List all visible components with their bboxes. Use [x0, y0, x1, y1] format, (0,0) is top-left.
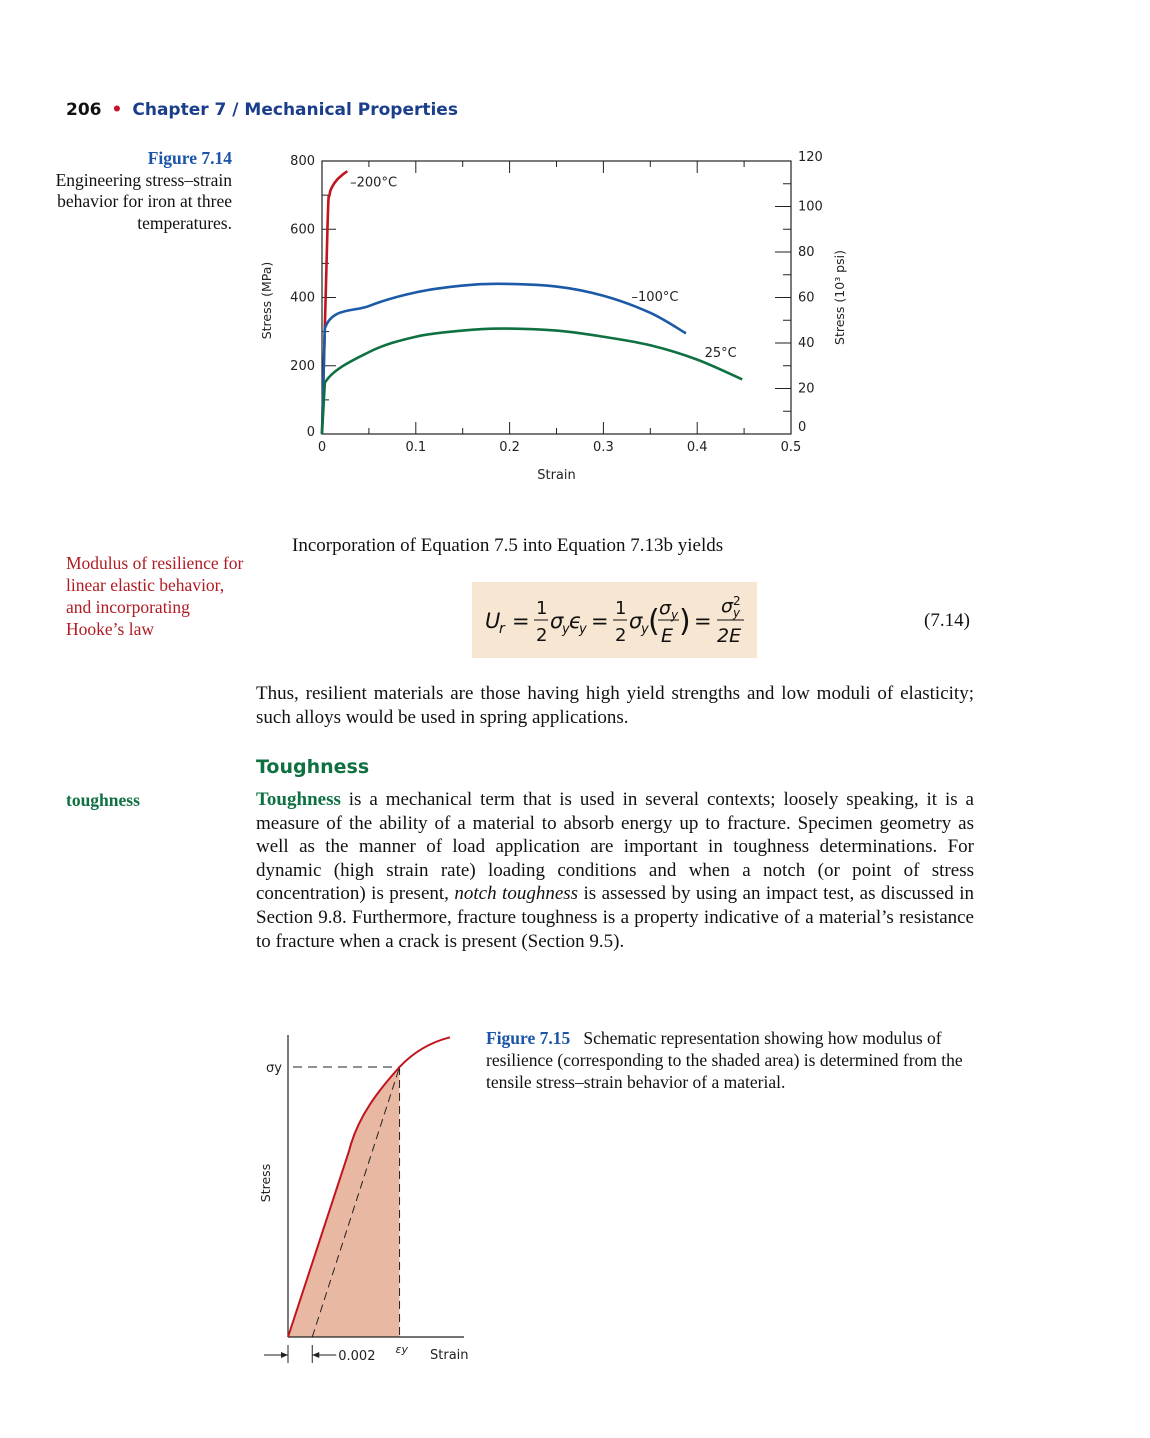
figure-7-15-caption: Figure 7.15 Schematic representation sho… [486, 1027, 976, 1093]
series-line [320, 282, 687, 435]
x-axis-title: Strain [430, 1348, 469, 1363]
eq-U: U [485, 609, 500, 633]
eq-E: E [661, 625, 673, 647]
resilience-area [288, 1067, 400, 1337]
eq-lparen: ( [648, 604, 660, 639]
eq-num-2: 1 [615, 598, 626, 619]
offset-arrowhead-right [312, 1352, 320, 1358]
eq-sub-y-2: y [578, 622, 587, 637]
y-tick-label: 400 [290, 291, 315, 306]
offset-arrowhead-left [281, 1352, 288, 1358]
series-label: –200°C [350, 176, 397, 191]
x-tick-label: 0.4 [687, 440, 708, 455]
y-axis-title: Stress (MPa) [259, 262, 274, 340]
eq-sigma-1: σ [550, 609, 564, 633]
equation-7-14: U r = 1 2 σ y ϵ y = 1 2 σ y ( σ y E ) = … [485, 594, 744, 647]
figure-7-14-caption: Figure 7.14 Engineering stress–strain be… [40, 148, 232, 234]
figure-7-15-diagram: σy εy Strain Stress 0.002 [258, 1035, 469, 1364]
y2-tick-label: 40 [798, 336, 815, 351]
eq-sub-y-5: y [732, 606, 741, 620]
page-number: 206 [66, 100, 102, 120]
y-axis-title: Stress [258, 1164, 273, 1202]
y2-axis-title: Stress (10³ psi) [832, 250, 847, 345]
eq-sub-y-3: y [640, 622, 649, 637]
figure-7-14-chart: 0 0.1 0.2 0.3 0.4 0.5 0 200 400 600 800 0 20 40 60 80 10… [259, 150, 847, 483]
figure-7-15-label: Figure 7.15 [486, 1028, 571, 1048]
offset-label: 0.002 [338, 1349, 375, 1364]
eq-den-1: 2 [536, 625, 547, 646]
chart-labels: 0 0.1 0.2 0.3 0.4 0.5 0 200 400 600 800 0 20 40 60 80 10… [259, 150, 847, 483]
series-line [320, 327, 743, 435]
y2-tick-label: 100 [798, 200, 823, 215]
y2-tick-label: 80 [798, 245, 815, 260]
x-axis-title: Strain [537, 468, 576, 483]
term-notch-toughness: notch toughness [454, 883, 579, 905]
equation-number: (7.14) [924, 610, 970, 631]
eq-sub-y-1: y [561, 622, 570, 637]
eq-equals-3: = [694, 609, 712, 633]
eq-num-1: 1 [536, 598, 547, 619]
series-label: –100°C [632, 290, 679, 305]
stress-strain-curve [287, 1036, 451, 1338]
y2-tick-label: 120 [798, 150, 823, 165]
x-tick-label: 0.2 [499, 440, 520, 455]
eq-rparen: ) [679, 604, 691, 639]
margin-note-modulus: Modulus of resilience for linear elastic… [66, 553, 244, 639]
term-toughness: Toughness [256, 789, 341, 810]
margin-term-toughness: toughness [66, 790, 140, 810]
running-header: 206 • Chapter 7 / Mechanical Properties [66, 100, 458, 120]
eq-den-2: 2 [615, 625, 626, 646]
y2-tick-label: 20 [798, 382, 815, 397]
toughness-text-1: is a mechanical term that is used in sev… [256, 789, 974, 905]
eq-squared: 2 [733, 594, 741, 608]
x-tick-label: 0.3 [593, 440, 614, 455]
offset-line-dashed [311, 1066, 401, 1338]
paragraph-toughness: Toughness is a mechanical term that is u… [256, 788, 974, 953]
chapter-title: Chapter 7 / Mechanical Properties [132, 100, 458, 120]
chart-axes [321, 160, 792, 435]
chart-series [320, 170, 743, 435]
section-heading-toughness: Toughness [256, 756, 370, 778]
paragraph-resilient: Thus, resilient materials are those havi… [256, 683, 974, 728]
fig15-content: σy εy Strain Stress 0.002 [258, 1035, 469, 1364]
eq-eps: ϵ [569, 609, 582, 633]
eq-sub-y-4: y [670, 608, 679, 622]
eq-sigma-4: σ [721, 595, 734, 617]
x-tick-label: 0.1 [405, 440, 426, 455]
eq-equals-1: = [512, 609, 530, 633]
figure-7-15-text: Schematic representation showing how mod… [486, 1028, 963, 1092]
toughness-text-2: is assessed by using an impact test, as … [256, 883, 974, 952]
y-tick-label: 0 [307, 425, 315, 440]
y-tick-label: 800 [290, 154, 315, 169]
eq-equals-2: = [591, 609, 609, 633]
y-tick-label: 200 [290, 359, 315, 374]
eq-U-sub: r [499, 621, 506, 637]
sigma-y-label: σy [266, 1061, 282, 1076]
eq-sigma-3: σ [659, 597, 672, 619]
figure-7-14-label: Figure 7.14 [147, 148, 232, 168]
header-bullet: • [111, 100, 123, 120]
equation-intro: Incorporation of Equation 7.5 into Equat… [292, 535, 724, 556]
y-tick-label: 600 [290, 222, 315, 237]
epsilon-y-label: εy [396, 1343, 409, 1356]
x-tick-label: 0.5 [781, 440, 802, 455]
x-tick-label: 0 [318, 440, 326, 455]
figure-7-14-text: Engineering stress–strain behavior for i… [55, 169, 232, 233]
eq-sigma-2: σ [629, 609, 643, 633]
series-label: 25°C [705, 346, 737, 361]
series-line [320, 170, 349, 435]
eq-2E: 2E [717, 625, 741, 647]
y2-tick-label: 0 [798, 420, 806, 435]
y2-tick-label: 60 [798, 291, 815, 306]
